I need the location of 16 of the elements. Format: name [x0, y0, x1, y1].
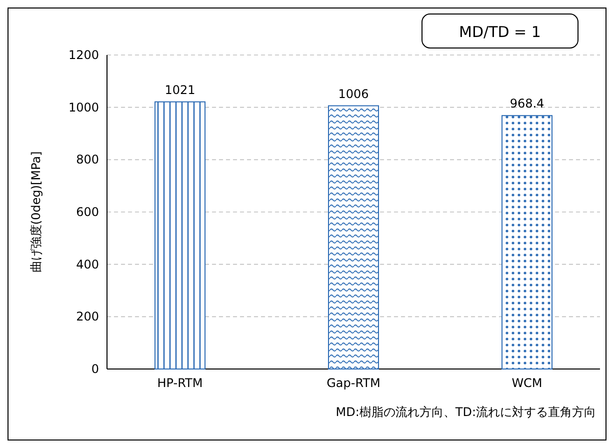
data-label: 1006: [338, 86, 369, 101]
x-tick-label: HP-RTM: [157, 376, 203, 390]
y-tick-label: 400: [76, 257, 99, 272]
y-tick-label: 1200: [68, 48, 99, 62]
y-axis-title: 曲げ強度(0deg)[MPa]: [29, 151, 43, 273]
y-tick-label: 800: [76, 152, 99, 167]
y-tick-label: 600: [76, 205, 99, 219]
x-tick-label: WCM: [512, 376, 542, 390]
x-tick-label: Gap-RTM: [326, 376, 380, 390]
y-tick-label: 1000: [68, 100, 99, 114]
y-tick-label: 0: [91, 362, 99, 376]
text: MD/TD = 1: [459, 23, 541, 41]
text: MD:樹脂の流れ方向、TD:流れに対する直角方向: [336, 405, 596, 419]
data-label: 1021: [164, 82, 196, 97]
y-tick-label: 200: [76, 310, 99, 324]
data-label: 968.4: [510, 96, 544, 111]
